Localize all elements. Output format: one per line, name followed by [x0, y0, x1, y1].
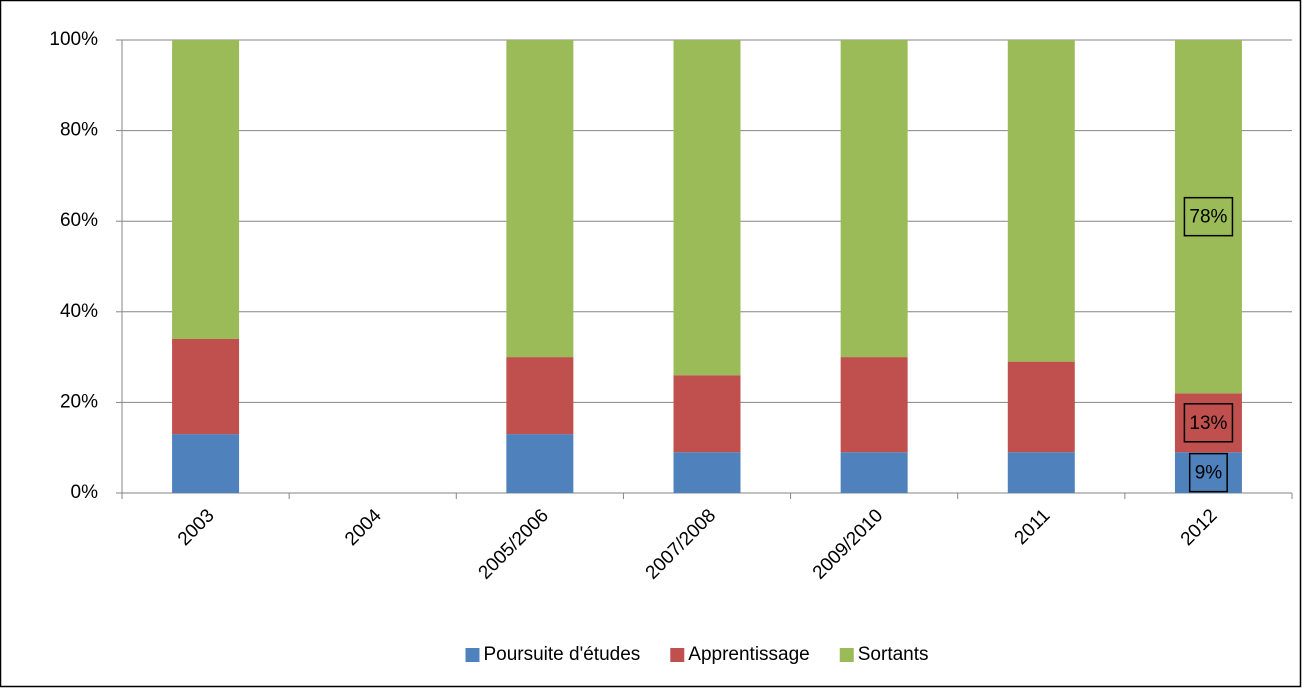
data-label: 9%: [1195, 463, 1223, 484]
bar-segment: [840, 452, 908, 493]
y-tick-label: 0%: [71, 482, 99, 503]
y-tick-label: 20%: [60, 391, 98, 412]
legend-swatch: [670, 648, 685, 662]
legend-swatch: [465, 648, 480, 662]
bar-segment: [673, 375, 741, 453]
data-label-box: [1188, 452, 1228, 493]
bar-segment: [840, 40, 908, 358]
data-label-box: [1183, 403, 1234, 443]
legend-swatch: [839, 648, 854, 662]
legend-label: Poursuite d'études: [483, 644, 640, 665]
bar-segment: [840, 357, 908, 453]
data-label: 78%: [1189, 207, 1227, 228]
legend-label: Sortants: [858, 644, 929, 665]
bar-segment: [172, 338, 240, 435]
data-label: 13%: [1189, 413, 1227, 434]
y-tick-label: 100%: [49, 29, 98, 50]
y-tick-label: 60%: [60, 210, 98, 231]
y-tick-label: 80%: [60, 120, 98, 141]
legend: Poursuite d'études Apprentissage Sortants: [465, 644, 929, 665]
bar-segment: [506, 434, 574, 493]
bar-segment: [172, 40, 240, 339]
y-tick-label: 40%: [60, 301, 98, 322]
bar-segment: [172, 434, 240, 493]
bar-segment: [673, 452, 741, 493]
bar-segment: [506, 357, 574, 435]
data-label-box: [1183, 196, 1234, 237]
bar-segment: [1007, 361, 1075, 453]
bar-segment: [1007, 452, 1075, 493]
bar-segment: [506, 40, 574, 358]
legend-label: Apprentissage: [688, 644, 809, 665]
bar-segment: [673, 40, 741, 376]
bar-segment: [1007, 40, 1075, 362]
